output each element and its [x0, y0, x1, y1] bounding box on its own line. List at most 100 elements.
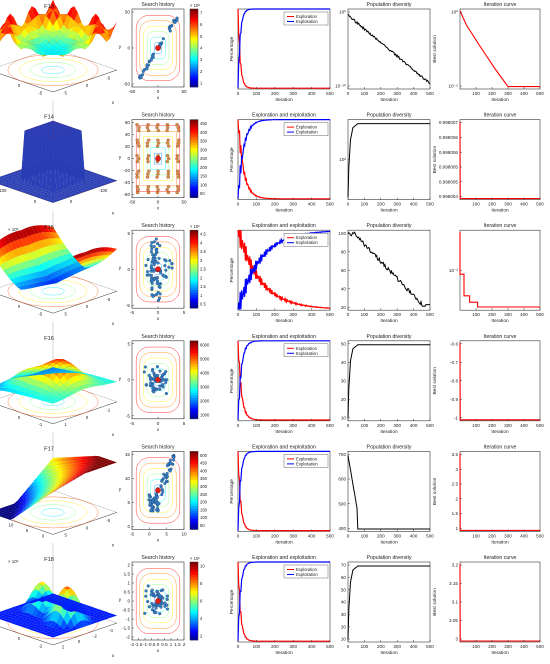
surface-patch	[88, 259, 96, 265]
surface-patch	[52, 244, 61, 251]
search-y-tick-label: 5	[127, 341, 130, 346]
diversity-title: Population diversity	[367, 334, 412, 340]
search-point	[164, 392, 168, 396]
surface-patch	[56, 368, 64, 371]
diversity-y-tick-label: 50	[341, 587, 347, 592]
colorbar-tick-label: 6	[200, 599, 203, 604]
surface-x-tick-label: 0	[86, 415, 89, 420]
colorbar-segment	[190, 27, 198, 31]
surface-patch	[45, 378, 54, 386]
colorbar-tick-label: 300	[200, 484, 208, 489]
diversity-y-tick-label: 30	[341, 612, 347, 617]
surface-patch	[27, 226, 36, 235]
surface-patch	[63, 372, 71, 381]
surface-patch	[38, 489, 46, 495]
surface-patch	[67, 478, 75, 483]
iteration-y-tick-label: 1.5	[452, 511, 459, 516]
explore-x-tick-label: 200	[271, 533, 279, 538]
surface-patch	[77, 185, 86, 188]
colorbar-segment	[190, 269, 198, 273]
surface-patch	[52, 476, 61, 481]
search-point	[150, 247, 154, 251]
search-point	[153, 594, 157, 598]
iteration-y-tick-label: 10⁰	[451, 10, 458, 15]
surface-patch	[49, 367, 57, 370]
surface-patch	[13, 24, 22, 37]
surface-x-tick-label: -4	[109, 628, 113, 633]
legend-exploitation-label: Exploitation	[296, 461, 318, 466]
iteration-x-tick-label: 500	[536, 644, 544, 649]
search-x-tick-label: 50	[181, 89, 187, 94]
colorbar-segment	[190, 598, 198, 602]
search-point	[163, 601, 167, 605]
search-point	[166, 144, 171, 148]
iteration-title: Iteration curve	[484, 113, 517, 119]
surface-title: F13	[44, 4, 54, 10]
search-point	[165, 464, 169, 468]
surface-patch	[0, 180, 8, 184]
surface-patch	[49, 380, 57, 389]
search-point	[143, 365, 147, 369]
surface-patch	[24, 486, 32, 493]
search-point	[157, 256, 161, 260]
explore-x-tick-label: 300	[289, 202, 297, 207]
colorbar-tick-label: 5000	[200, 356, 210, 361]
search-best-point	[155, 376, 161, 383]
surface-patch	[49, 457, 57, 463]
search-point	[135, 138, 140, 142]
diversity-x-tick-label: 200	[377, 202, 385, 207]
colorbar-exponent: × 10⁵	[190, 224, 200, 229]
colorbar-segment	[190, 22, 198, 25]
surface-patch	[45, 196, 54, 199]
search-point	[135, 172, 139, 176]
surface-patch	[52, 191, 61, 195]
colorbar-segment	[190, 346, 198, 349]
search-point	[136, 169, 141, 173]
search-point	[146, 172, 150, 176]
search-point	[166, 169, 171, 173]
colorbar-segment	[190, 485, 198, 489]
search-point	[135, 185, 140, 189]
surface-y-tick-label: 0	[18, 636, 21, 641]
iteration-y-tick-label: 2.5	[452, 482, 459, 487]
diversity-axes	[347, 561, 431, 643]
surface-patch	[31, 242, 39, 251]
colorbar-segment	[190, 300, 198, 304]
colorbar-segment	[190, 253, 198, 257]
surface-patch	[66, 164, 75, 168]
surface-patch	[38, 33, 47, 37]
surface-patch	[10, 513, 18, 518]
surface-patch	[67, 366, 75, 370]
explore-x-tick-label: 100	[253, 312, 261, 317]
search-x-label: x	[157, 207, 160, 212]
diversity-y-tick-label: 70	[341, 563, 347, 568]
surface-x-tick-label: 5	[64, 312, 67, 317]
surface-patch	[84, 619, 93, 626]
surface-patch	[74, 381, 82, 387]
surface-patch	[63, 598, 72, 601]
iteration-y-tick-label: -0.8	[450, 378, 458, 383]
surface-patch	[77, 466, 86, 470]
search-point	[144, 594, 148, 598]
colorbar-segment	[190, 395, 198, 399]
surface-patch	[28, 603, 36, 615]
surface-patch	[81, 609, 89, 612]
surface-patch	[27, 279, 36, 285]
colorbar-segment	[190, 451, 198, 455]
search-point	[151, 253, 155, 257]
legend-exploration-label: Exploration	[296, 14, 318, 19]
colorbar-segment	[190, 398, 198, 401]
colorbar-segment	[190, 564, 198, 568]
iteration-x-tick-label: 400	[520, 644, 528, 649]
exploitation-line	[237, 118, 330, 199]
colorbar-segment	[190, 621, 198, 625]
iteration-y-tick-label: -0.9	[450, 397, 458, 402]
colorbar-segment	[190, 137, 198, 141]
search-point	[165, 188, 169, 192]
diversity-y-tick-label: 40	[341, 286, 347, 291]
colorbar-frame	[189, 8, 199, 88]
search-x-tick-label: -5	[130, 310, 135, 315]
colorbar-segment	[190, 619, 198, 623]
colorbar-segment	[190, 292, 198, 296]
surface-patch	[91, 467, 100, 470]
